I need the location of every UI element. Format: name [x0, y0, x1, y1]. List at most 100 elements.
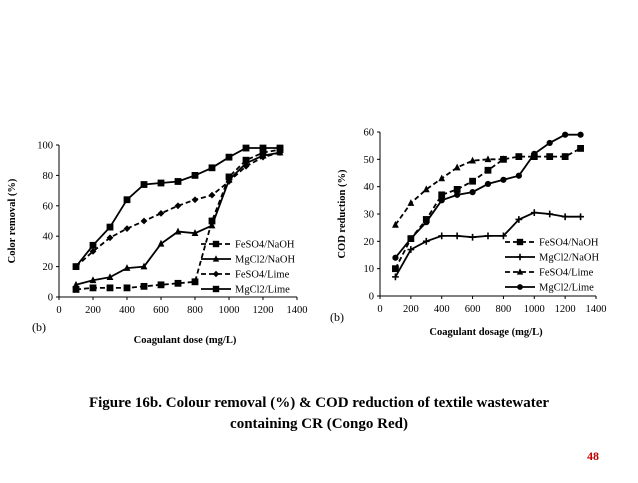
- chart2-x-tick-label: 0: [377, 304, 382, 315]
- chart2-x-tick-label: 1200: [555, 304, 576, 315]
- chart2-series2-point: [392, 273, 399, 281]
- chart1-legend-label-2: MgCl2/NaOH: [235, 255, 296, 266]
- chart2-series2-point: [484, 232, 492, 240]
- chart2-series2-point: [546, 210, 554, 218]
- chart1-series4-point: [225, 153, 233, 161]
- chart2-series2-point: [453, 232, 461, 240]
- chart1-series1-point: [89, 284, 97, 292]
- chart1-series4-point: [140, 181, 148, 188]
- chart2-series1-point: [546, 153, 554, 160]
- chart2-series4-point: [515, 172, 522, 179]
- chart1-x-tick-label: 800: [187, 305, 203, 316]
- chart1-series4-point: [106, 223, 114, 231]
- chart1-x-tick-label: 1400: [287, 305, 308, 316]
- chart1-legend-marker-2: [212, 255, 220, 262]
- chart2-series2-point: [561, 213, 569, 221]
- chart1-series1-point: [174, 279, 182, 287]
- chart1-series3-point: [259, 153, 267, 161]
- chart2-x-tick-label: 600: [465, 304, 481, 315]
- chart1-x-tick-label: 1000: [219, 305, 240, 316]
- figure-caption-line1: Figure 16b. Colour removal (%) & COD red…: [88, 395, 550, 411]
- chart1-series1-point: [72, 286, 80, 293]
- chart1-legend-marker-4: [212, 285, 220, 293]
- chart2-panel-label: (b): [330, 310, 344, 324]
- chart2-series-line-3: [394, 158, 504, 226]
- chart1-x-tick-label: 1200: [253, 305, 274, 316]
- chart1-series3-point: [208, 191, 216, 199]
- chart1-series4-point: [174, 178, 182, 185]
- chart1-series4-point: [157, 179, 165, 187]
- chart1-series3-point: [276, 149, 284, 156]
- chart1-series2-point: [191, 229, 199, 236]
- chart1-series3-point: [123, 225, 131, 232]
- chart1-series3-point: [242, 162, 250, 170]
- chart1-series4-point: [191, 172, 199, 179]
- chart2-legend-label-1: FeSO4/NaOH: [539, 238, 599, 249]
- chart2-series4-point: [500, 176, 507, 183]
- chart1-x-tick-label: 200: [85, 305, 101, 316]
- chart1-series2-point: [242, 159, 250, 167]
- chart1-series4-point: [242, 144, 250, 152]
- chart1-series4-point: [276, 144, 284, 152]
- chart2-series2-point: [530, 209, 538, 217]
- chart1-series4-point: [89, 241, 97, 249]
- chart2-series1-point: [484, 166, 492, 174]
- chart2-series4-point: [577, 131, 584, 138]
- chart1-series2-point: [106, 273, 114, 281]
- chart1-series3-point: [225, 178, 233, 185]
- chart2-legend-label-3: FeSO4/Lime: [539, 268, 594, 279]
- chart1-series1-point: [191, 278, 199, 286]
- chart2-series3-point: [500, 155, 507, 163]
- chart1-series2-point: [208, 221, 216, 229]
- chart2-series1-point: [392, 265, 399, 273]
- chart2-x-tick-label: 400: [434, 304, 450, 315]
- chart2-series1-point: [515, 153, 523, 160]
- chart2-x-axis-title: Coagulant dosage (mg/L): [429, 327, 543, 338]
- chart1-y-axis-title: Color removal (%): [7, 178, 18, 263]
- chart2-series-line-1: [394, 147, 582, 270]
- chart2-series4-point: [469, 189, 476, 196]
- chart2-series3-point: [469, 156, 476, 164]
- chart2-y-tick-label: 20: [364, 237, 375, 248]
- chart1-y-tick-label: 40: [43, 232, 54, 243]
- chart1-legend-marker-3: [212, 270, 220, 278]
- chart1-series1-point: [123, 284, 131, 292]
- chart1-legend-label-1: FeSO4/NaOH: [235, 240, 295, 251]
- chart1-series1-point: [208, 217, 216, 225]
- chart2-series1-point: [469, 177, 476, 185]
- chart1-series1-point: [140, 282, 148, 290]
- chart2-series2-point: [422, 237, 430, 245]
- chart2-series3-point: [484, 155, 492, 163]
- chart2-series4-point: [423, 219, 430, 226]
- chart2-y-tick-label: 40: [364, 182, 375, 193]
- chart2-legend-marker-4: [517, 284, 523, 290]
- chart2-x-tick-label: 1400: [586, 304, 607, 315]
- chart2-series4-point: [438, 197, 445, 204]
- chart2-series4-point: [392, 254, 399, 261]
- chart2-series1-point: [561, 153, 569, 160]
- chart1-series4-point: [259, 144, 267, 152]
- chart1-series3-point: [191, 196, 199, 204]
- figure-caption-line2: containing CR (Congo Red): [230, 416, 408, 432]
- chart1-y-tick-label: 60: [43, 201, 54, 212]
- chart2-series4-point: [562, 131, 569, 138]
- page-number: 48: [587, 449, 599, 463]
- chart1-panel-label: (b): [32, 320, 46, 334]
- chart2-y-tick-label: 30: [364, 210, 375, 221]
- chart2-series2-point: [515, 216, 523, 223]
- chart2-series4-point: [531, 150, 538, 157]
- chart2-y-tick-label: 0: [369, 292, 374, 303]
- chart2-x-tick-label: 200: [403, 304, 419, 315]
- chart1-series4-point: [123, 196, 131, 204]
- chart2-legend-label-4: MgCl2/Lime: [539, 283, 594, 294]
- chart1-series3-point: [157, 210, 165, 217]
- chart1-series1-point: [157, 281, 165, 289]
- chart2-legend-marker-1: [516, 238, 524, 246]
- chart2-legend-marker-3: [516, 268, 524, 275]
- chart1-series3-point: [174, 202, 182, 210]
- chart1-y-tick-label: 80: [43, 171, 54, 182]
- chart1-series2-point: [72, 280, 80, 288]
- chart2-series4-point: [546, 139, 553, 147]
- chart1-series2-point: [157, 239, 165, 247]
